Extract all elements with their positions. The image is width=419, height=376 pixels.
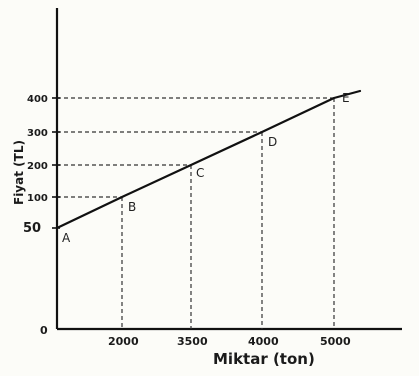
y-tick-label: 50: [23, 221, 41, 236]
x-tick-label: 2000: [108, 335, 139, 348]
point-labels: A B C D E: [62, 91, 350, 245]
point-label-b: B: [128, 200, 136, 214]
guide-lines: [57, 97, 335, 329]
x-tick-label: 4000: [248, 335, 279, 348]
y-tick-label: 300: [27, 128, 48, 139]
origin-label: 0: [40, 324, 48, 337]
x-tick-label: 5000: [320, 335, 351, 348]
point-label-e: E: [342, 91, 350, 105]
x-tick-label: 3500: [177, 335, 208, 348]
tick-labels: 400 300 200 100 50 2000 3500 4000 5000: [23, 94, 351, 348]
y-tick-label: 100: [27, 193, 48, 204]
y-tick-label: 200: [27, 161, 48, 172]
point-label-c: C: [196, 166, 204, 180]
series-line: [55, 89, 362, 230]
y-axis-title: Fiyat (TL): [12, 140, 26, 205]
series-group: [55, 89, 362, 230]
point-label-d: D: [268, 135, 277, 149]
x-axis-title: Miktar (ton): [213, 350, 315, 368]
y-tick-label: 400: [27, 94, 48, 105]
point-label-a: A: [62, 231, 71, 245]
